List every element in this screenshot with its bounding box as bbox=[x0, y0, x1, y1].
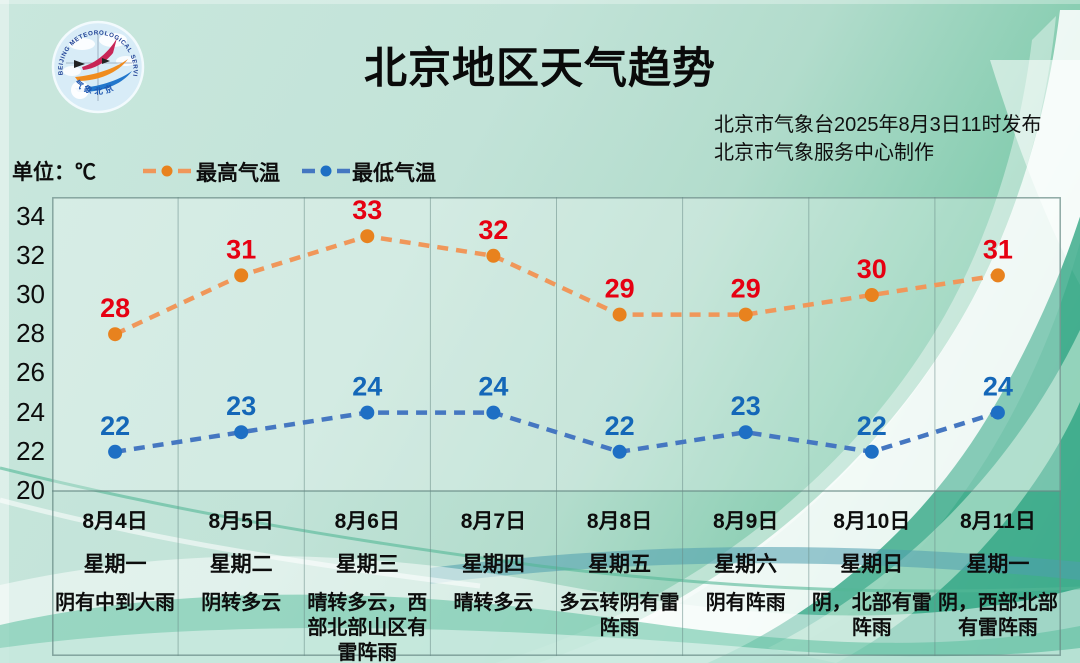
day-column: 8月7日星期四晴转多云 bbox=[430, 491, 556, 656]
day-date: 8月9日 bbox=[713, 510, 779, 533]
low-temp-point bbox=[738, 425, 753, 440]
high-temp-value-label: 30 bbox=[857, 254, 887, 284]
day-weather: 阴转多云 bbox=[201, 592, 282, 614]
chart-border bbox=[52, 197, 1061, 656]
day-date: 8月6日 bbox=[334, 510, 400, 533]
high-temp-value-label: 31 bbox=[226, 234, 256, 264]
beijing-meteorological-logo-icon: BEIJING METEOROLOGICAL SERVICE 气象北京 bbox=[50, 19, 145, 114]
day-weekday: 星期六 bbox=[714, 553, 778, 576]
day-date: 8月11日 bbox=[959, 510, 1036, 533]
y-axis-tick-label: 20 bbox=[16, 475, 45, 505]
low-temp-value-label: 22 bbox=[605, 411, 635, 441]
day-weekday: 星期二 bbox=[209, 553, 273, 576]
page-title: 北京地区天气趋势 bbox=[364, 45, 716, 93]
day-column: 8月9日星期六阴有阵雨 bbox=[683, 491, 809, 656]
low-temp-point bbox=[990, 405, 1005, 420]
low-temp-value-label: 23 bbox=[226, 391, 256, 421]
day-weather: 晴转多云 bbox=[453, 592, 534, 614]
high-temp-point bbox=[864, 288, 879, 302]
y-axis-tick-label: 28 bbox=[16, 318, 45, 349]
low-temp-point bbox=[612, 444, 627, 459]
y-axis-tick-label: 34 bbox=[16, 200, 45, 231]
low-temp-line bbox=[114, 410, 999, 455]
day-weekday: 星期一 bbox=[83, 553, 147, 576]
high-temp-value-label: 29 bbox=[605, 274, 635, 304]
low-temp-legend-label: 最低气温 bbox=[352, 162, 436, 185]
high-temp-point bbox=[738, 307, 753, 322]
low-temp-point bbox=[486, 405, 501, 420]
high-temp-point bbox=[612, 307, 627, 322]
y-axis-tick-label: 26 bbox=[16, 357, 45, 388]
day-date: 8月10日 bbox=[833, 510, 911, 533]
y-axis-tick-label: 22 bbox=[16, 435, 45, 466]
day-date: 8月4日 bbox=[82, 510, 148, 533]
day-date: 8月8日 bbox=[586, 510, 653, 533]
low-temp-point bbox=[108, 444, 123, 459]
day-weather: 阴，北部有雷阵雨 bbox=[811, 592, 932, 639]
y-axis-tick-label: 30 bbox=[16, 279, 45, 309]
day-weather: 晴转多云，西部北部山区有雷阵雨 bbox=[307, 592, 428, 663]
low-temp-value-label: 22 bbox=[857, 411, 887, 441]
high-temp-point bbox=[486, 248, 501, 263]
high-temp-point bbox=[108, 327, 123, 342]
y-axis-tick-label: 32 bbox=[16, 239, 45, 270]
chart-svg: 28 31 33 32 29 29 30 31 22 23 24 24 22 23 22 24 bbox=[52, 197, 1061, 656]
day-column: 8月11日星期一阴，西部北部有雷阵雨 bbox=[935, 491, 1061, 656]
low-temp-value-label: 23 bbox=[731, 391, 761, 421]
day-column: 8月5日星期二阴转多云 bbox=[178, 491, 304, 656]
low-temp-value-label: 24 bbox=[983, 372, 1013, 402]
logo-red-ribbon bbox=[82, 38, 117, 70]
day-weather: 阴有阵雨 bbox=[705, 592, 786, 614]
low-temp-point bbox=[360, 405, 375, 420]
issued-line-2: 北京市气象服务中心制作 bbox=[714, 142, 934, 164]
day-weather: 阴，西部北部有雷阵雨 bbox=[937, 592, 1058, 639]
high-temp-point bbox=[360, 229, 375, 244]
low-temp-point bbox=[864, 444, 879, 459]
unit-label: 单位：℃ bbox=[12, 161, 96, 184]
high-temp-legend-marker-icon bbox=[143, 165, 191, 177]
high-temp-value-label: 28 bbox=[100, 293, 130, 323]
day-weekday: 星期五 bbox=[588, 553, 652, 576]
issued-line-1: 北京市气象台2025年8月3日11时发布 bbox=[714, 114, 1042, 136]
day-column: 8月10日星期日阴，北部有雷阵雨 bbox=[809, 491, 935, 656]
high-temp-value-label: 33 bbox=[352, 197, 382, 225]
high-temp-line bbox=[114, 233, 999, 337]
issued-info: 北京市气象台2025年8月3日11时发布 北京市气象服务中心制作 bbox=[714, 111, 1042, 167]
day-weekday: 星期一 bbox=[966, 553, 1030, 576]
low-temp-point bbox=[234, 425, 249, 440]
day-weather: 多云转阴有雷阵雨 bbox=[559, 592, 680, 639]
low-temp-value-label: 24 bbox=[478, 372, 508, 402]
day-column: 8月4日星期一阴有中到大雨 bbox=[52, 491, 178, 656]
day-weather: 阴有中到大雨 bbox=[55, 592, 176, 614]
day-date: 8月7日 bbox=[460, 510, 527, 533]
high-temp-value-label: 29 bbox=[731, 274, 761, 304]
low-temp-value-label: 24 bbox=[352, 372, 382, 402]
high-temp-legend-label: 最高气温 bbox=[196, 162, 280, 185]
day-weekday: 星期三 bbox=[335, 553, 399, 576]
day-column: 8月6日星期三晴转多云，西部北部山区有雷阵雨 bbox=[304, 491, 430, 663]
day-weekday: 星期四 bbox=[461, 553, 525, 576]
low-temp-legend-marker-icon bbox=[302, 165, 350, 177]
low-temp-value-label: 22 bbox=[100, 411, 130, 441]
high-temp-point bbox=[234, 268, 249, 283]
high-temp-point bbox=[990, 268, 1005, 283]
y-axis-tick-label: 24 bbox=[16, 396, 45, 427]
weather-chart: 28 31 33 32 29 29 30 31 22 23 24 24 22 23 22 24 8月4日星期一… bbox=[52, 197, 1061, 663]
high-temp-value-label: 32 bbox=[478, 215, 508, 245]
high-temp-value-label: 31 bbox=[983, 234, 1013, 264]
logo-orange-ribbon bbox=[75, 59, 128, 81]
day-weekday: 星期日 bbox=[840, 553, 904, 576]
day-date: 8月5日 bbox=[208, 510, 274, 533]
day-labels-row: 8月4日 星期一 阴有中到大雨 8月5日 星期二 阴转多云 8月6日 星期三 晴转多云，西部北部… bbox=[52, 491, 1061, 663]
day-column: 8月8日星期五多云转阴有雷阵雨 bbox=[557, 491, 683, 656]
